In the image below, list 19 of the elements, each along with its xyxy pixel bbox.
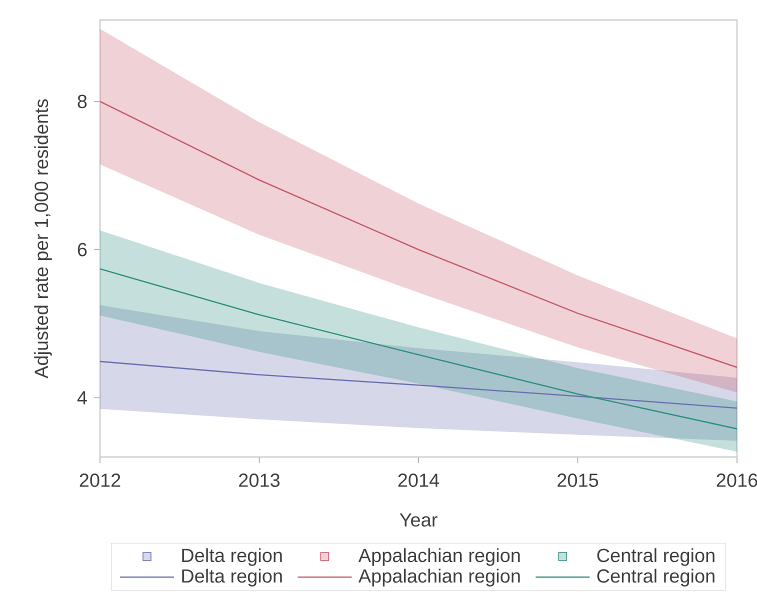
legend-label: Central region — [597, 548, 714, 566]
y-tick-label: 8 — [78, 94, 87, 108]
y-axis-title: Adjusted rate per 1,000 residents — [34, 99, 52, 378]
text: Delta region — [182, 568, 282, 586]
text: Appalachian region — [358, 568, 520, 586]
line-series — [100, 100, 738, 368]
line-series — [100, 360, 738, 409]
y-tick-label: 6 — [78, 242, 87, 256]
x-tick-label: 2015 — [558, 474, 598, 487]
legend-label: Delta region — [182, 548, 282, 566]
x-tick-label: 2014 — [398, 474, 440, 487]
x-axis-title: Year — [400, 513, 438, 527]
x-tick-label: 2012 — [80, 474, 120, 487]
y-tick-label: 4 — [77, 391, 87, 404]
x-tick-label: 2016 — [716, 474, 757, 487]
x-tick-label: 2013 — [239, 474, 280, 487]
text: Central region — [597, 568, 714, 586]
line-series — [100, 268, 738, 430]
legend-label: Appalachian region — [358, 548, 520, 566]
